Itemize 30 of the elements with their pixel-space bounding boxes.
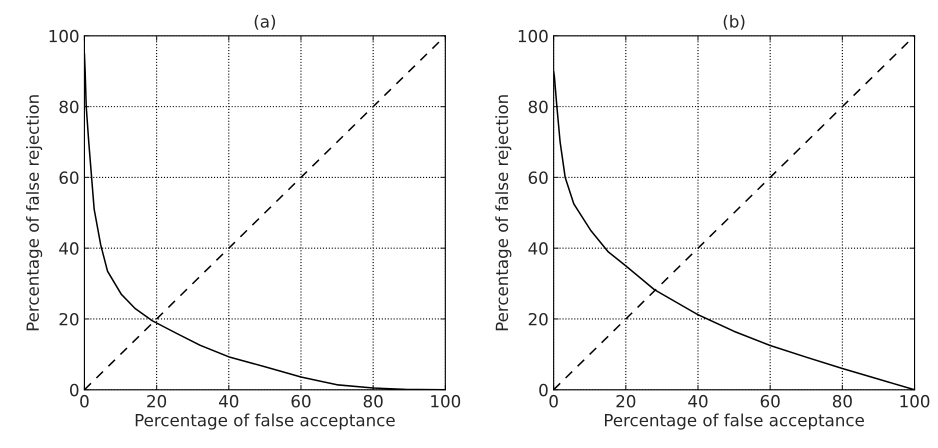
y-axis-title: Percentage of false rejection xyxy=(495,95,512,330)
y-tick-label: 100 xyxy=(50,30,78,42)
y-tick-label: 20 xyxy=(60,312,78,326)
y-tick-label: 80 xyxy=(59,100,78,114)
x-tick-label: 40 xyxy=(219,394,238,408)
x-tick-label: 0 xyxy=(80,394,89,408)
y-tick-label: 100 xyxy=(518,30,548,42)
chart-title: (a) xyxy=(254,14,276,30)
y-tick-label: 0 xyxy=(70,384,78,396)
x-tick-label: 60 xyxy=(292,394,310,408)
x-tick-label: 80 xyxy=(364,394,383,408)
x-tick-label: 20 xyxy=(147,394,166,408)
x-axis-title: Percentage of false acceptance xyxy=(136,414,395,430)
y-tick-label: 60 xyxy=(60,171,78,184)
y-tick-label: 40 xyxy=(59,242,78,255)
y-tick-label: 20 xyxy=(528,312,548,326)
y-tick-label: 60 xyxy=(528,171,548,184)
x-tick-label: 20 xyxy=(616,394,636,408)
y-axis-title: Percentage of false rejection xyxy=(26,95,42,330)
x-tick-label: 80 xyxy=(832,394,852,408)
x-tick-label: 60 xyxy=(760,394,780,408)
x-tick-label: 100 xyxy=(900,394,930,408)
y-tick-label: 40 xyxy=(528,242,548,255)
x-tick-label: 40 xyxy=(688,394,708,408)
y-tick-label: 0 xyxy=(539,384,548,396)
x-axis-title: Percentage of false acceptance xyxy=(604,414,864,430)
y-tick-label: 80 xyxy=(528,100,548,114)
x-tick-label: 0 xyxy=(549,394,558,408)
x-tick-label: 100 xyxy=(431,394,460,408)
chart-title: (b) xyxy=(724,14,744,30)
